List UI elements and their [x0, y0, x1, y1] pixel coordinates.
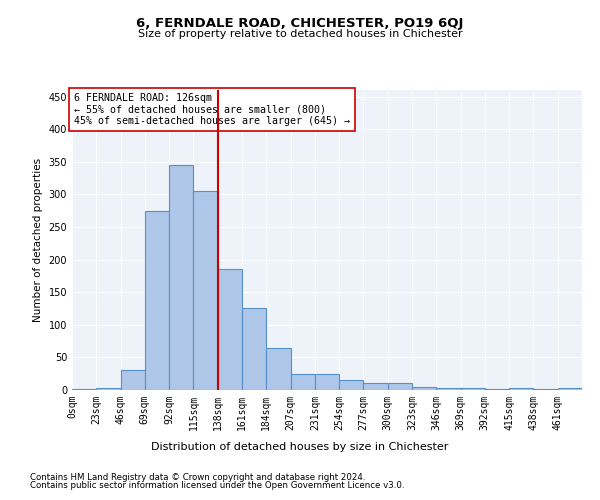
Bar — [145, 210, 169, 390]
Bar — [436, 388, 461, 390]
Bar — [193, 191, 218, 390]
Bar — [364, 384, 388, 390]
Text: Contains public sector information licensed under the Open Government Licence v3: Contains public sector information licen… — [30, 481, 404, 490]
Bar — [290, 374, 315, 390]
Bar — [169, 165, 193, 390]
Bar — [461, 388, 485, 390]
Bar — [509, 388, 533, 390]
Bar — [242, 308, 266, 390]
Bar — [412, 386, 436, 390]
Bar — [72, 388, 96, 390]
Text: Contains HM Land Registry data © Crown copyright and database right 2024.: Contains HM Land Registry data © Crown c… — [30, 472, 365, 482]
Text: Distribution of detached houses by size in Chichester: Distribution of detached houses by size … — [151, 442, 449, 452]
Bar — [388, 384, 412, 390]
Bar — [266, 348, 290, 390]
Bar — [218, 270, 242, 390]
Bar — [558, 388, 582, 390]
Text: 6 FERNDALE ROAD: 126sqm
← 55% of detached houses are smaller (800)
45% of semi-d: 6 FERNDALE ROAD: 126sqm ← 55% of detache… — [74, 94, 350, 126]
Bar — [121, 370, 145, 390]
Text: Size of property relative to detached houses in Chichester: Size of property relative to detached ho… — [137, 29, 463, 39]
Text: 6, FERNDALE ROAD, CHICHESTER, PO19 6QJ: 6, FERNDALE ROAD, CHICHESTER, PO19 6QJ — [136, 18, 464, 30]
Bar — [96, 388, 121, 390]
Bar — [339, 380, 364, 390]
Y-axis label: Number of detached properties: Number of detached properties — [33, 158, 43, 322]
Bar — [315, 374, 339, 390]
